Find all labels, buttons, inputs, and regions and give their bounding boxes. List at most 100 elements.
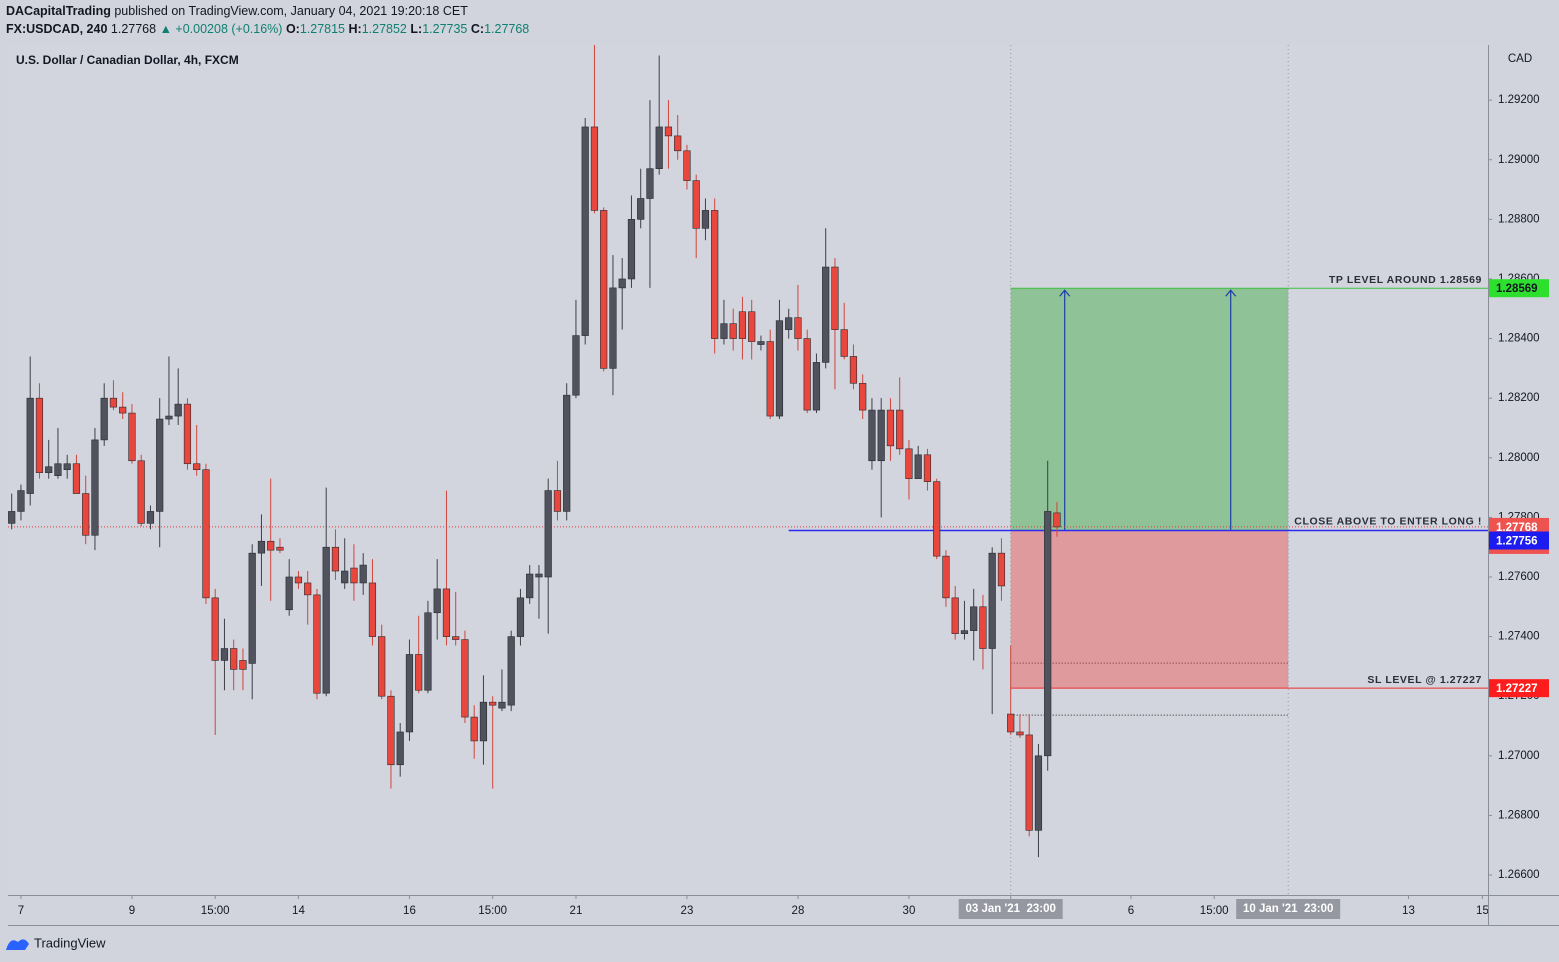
candle-body [211,597,219,661]
candle-body [933,481,941,557]
candle-body [701,210,710,229]
loss-zone [1010,530,1289,689]
y-tick-label: 1.26800 [1498,809,1540,821]
candle-body [322,546,330,694]
entry-note: CLOSE ABOVE TO ENTER LONG ! [1294,515,1482,527]
candle-body [17,490,25,512]
publisher: DACapitalTrading [6,4,111,18]
candle-body [683,150,691,181]
entry-price-tag-text: 1.27756 [1496,536,1538,548]
candle-body [1044,511,1052,757]
candle-body [526,573,534,599]
candle-body [563,394,571,512]
time-highlight-label: 03 Jan '21 23:00 [966,903,1056,915]
candle-body [766,341,774,417]
candle-body [368,582,377,637]
candle-body [387,695,395,766]
candle-body [35,397,44,473]
candle-body [738,311,747,339]
candle-body [553,490,562,512]
x-tick-label: 15:00 [478,905,507,917]
candle-body [849,356,858,384]
y-tick-label: 1.28200 [1498,392,1540,404]
candle-body [785,317,793,330]
candle-body [572,335,580,396]
candle-body [794,317,802,339]
candle-body [905,448,913,479]
close-label: C: [471,22,484,36]
candle-body [868,409,876,462]
candle-body [581,126,589,336]
open-value: 1.27815 [300,22,345,36]
sl-price-tag-text: 1.27227 [1496,683,1538,695]
candle-body [803,338,811,411]
candle-body [988,552,996,649]
candle-body [248,552,256,664]
candle-body [822,266,830,363]
candle-body [220,648,229,661]
candle-body [100,397,108,441]
candle-body [257,540,266,554]
candle-body [452,636,460,640]
high-label: H: [349,22,362,36]
y-tick-label: 1.29200 [1498,94,1540,106]
candle-body [720,323,728,339]
candle-body [146,511,155,524]
candle-body [489,701,497,706]
candle-body [997,552,1006,587]
candle-body [433,588,441,614]
close-value: 1.27768 [484,22,529,36]
candle-body [479,701,488,742]
candle-body [757,341,765,345]
candle-body [507,636,515,706]
change: ▲ +0.00208 (+0.16%) [160,22,283,36]
candle-body [350,567,358,584]
candle-body [618,278,626,289]
candle-body [627,219,636,280]
candle-body [886,409,895,447]
candle-body [8,511,16,524]
candle-body [156,418,164,512]
candle-body [137,460,145,524]
candle-body [461,639,469,718]
currency: CAD [1508,53,1532,65]
candle-body [970,606,978,631]
open-label: O: [286,22,300,36]
candle-body [331,546,340,572]
candle-body [313,594,321,694]
y-tick-label: 1.28400 [1498,333,1540,345]
candle-body [267,540,275,551]
sl-note: SL LEVEL @ 1.27227 [1367,674,1482,686]
y-tick-label: 1.26600 [1498,869,1540,881]
x-tick-label: 30 [903,905,916,917]
high-value: 1.27852 [362,22,407,36]
candle-body [831,266,839,330]
sl-price-tag-box [1489,679,1549,698]
candle-body [239,660,247,670]
candle-body [711,210,719,339]
chart-title: U.S. Dollar / Canadian Dollar, 4h, FXCM [16,53,239,67]
low-label: L: [410,22,422,36]
low-value: 1.27735 [422,22,467,36]
time-highlight-box [1236,899,1341,919]
candle-body [396,731,404,766]
candle-body [54,463,62,476]
y-tick-label: 1.27600 [1498,571,1540,583]
x-tick-label: 14 [292,905,305,917]
x-tick-label: 7 [18,905,24,917]
arrow-head [1225,289,1237,297]
candle-body [82,493,90,536]
entry-price-tag-box [1489,531,1549,550]
candle-body [1016,731,1024,736]
candle-body [1025,734,1033,831]
x-tick-label: 6 [1128,905,1134,917]
candle-body [859,382,867,411]
candle-body [646,168,654,199]
candle-body [923,454,932,482]
candle-body [516,597,525,637]
candle-body [26,397,34,494]
candle-body [276,546,284,551]
candle-body [341,570,349,584]
candle-body [415,654,423,691]
candle-body [600,210,608,369]
